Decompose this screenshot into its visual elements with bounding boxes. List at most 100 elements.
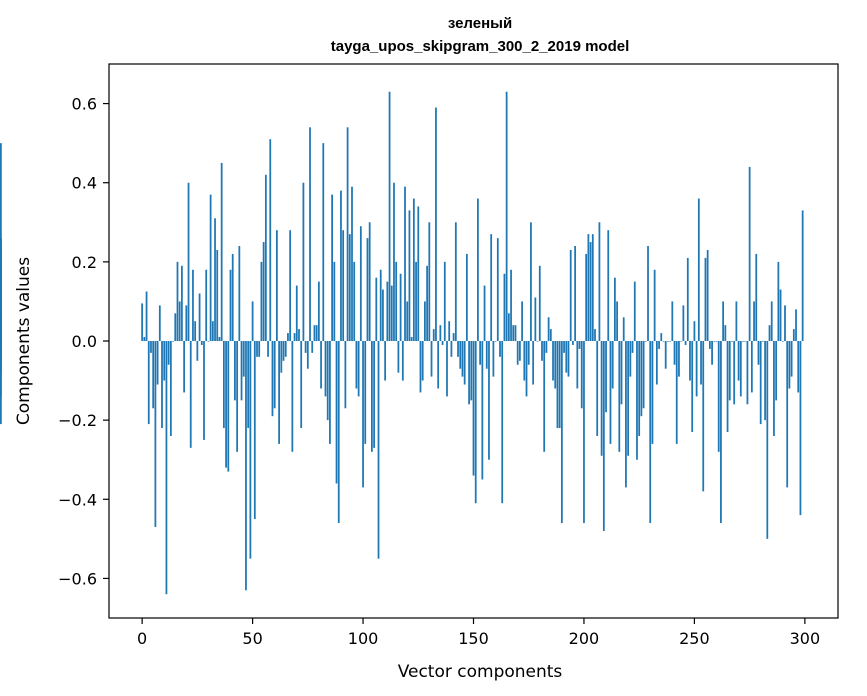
bar-58: [269, 139, 272, 341]
bar-177: [532, 341, 535, 385]
bar-90: [340, 190, 342, 341]
bar-154: [481, 341, 484, 480]
bar-103: [368, 222, 371, 341]
bar-239: [669, 341, 671, 342]
x-tick-label: 100: [348, 629, 379, 648]
bar-251: [695, 341, 698, 397]
bar-78: [313, 325, 316, 341]
bar-164: [503, 273, 506, 341]
bar-175: [527, 341, 530, 365]
bar-261: [717, 341, 720, 452]
bar-152: [477, 198, 479, 341]
bar-68: [291, 341, 294, 452]
bar-186: [552, 341, 554, 381]
bar-189: [558, 341, 561, 429]
bar-191: [563, 341, 565, 353]
bar-171: [519, 341, 521, 361]
bar-50: [251, 301, 254, 341]
bar-121: [408, 210, 411, 341]
bar-176: [530, 222, 532, 341]
bar-132: [432, 329, 435, 341]
bar-35: [218, 337, 221, 341]
bar-101: [364, 341, 367, 444]
bar-295: [792, 329, 795, 341]
bar-292: [786, 341, 789, 488]
bar-142: [454, 222, 457, 341]
bar-129: [426, 265, 428, 341]
bar-237: [664, 341, 667, 369]
bar-280: [759, 341, 762, 425]
bar-193: [567, 341, 570, 377]
bar-243: [678, 341, 680, 377]
bar-168: [512, 325, 515, 341]
bar-134: [437, 341, 440, 389]
bar-64: [282, 341, 285, 361]
bar-13: [169, 341, 172, 436]
bar-140: [450, 341, 453, 357]
bar-287: [775, 341, 778, 401]
bar-274: [746, 341, 749, 405]
bar-87: [333, 261, 336, 341]
bar-166: [507, 313, 510, 341]
bar-6: [154, 341, 157, 527]
bar-undefined: [0, 261, 2, 341]
bar-44: [238, 246, 241, 341]
bar-276: [750, 341, 753, 393]
bar-37: [222, 341, 225, 429]
bar-59: [271, 341, 274, 417]
bar-284: [768, 325, 771, 341]
bar-107: [377, 341, 380, 559]
bar-227: [642, 341, 645, 409]
bar-240: [671, 301, 674, 341]
bar-46: [242, 341, 245, 377]
bar-169: [514, 325, 517, 341]
bar-248: [689, 341, 691, 381]
bar-93: [346, 127, 349, 341]
bar-185: [549, 329, 552, 341]
bar-297: [797, 341, 800, 393]
bar-269: [735, 301, 738, 341]
bar-124: [415, 261, 417, 341]
y-axis-ticks: −0.6 −0.4 −0.2 0.0 0.2 0.4 0.6: [58, 95, 109, 588]
bar-111: [386, 281, 389, 341]
bar-165: [505, 91, 508, 341]
bar-102: [366, 238, 369, 341]
y-tick-label: −0.6: [58, 569, 97, 588]
bar-53: [258, 341, 261, 357]
bar-200: [583, 341, 585, 524]
bar-43: [236, 341, 239, 452]
bar-81: [320, 341, 322, 389]
bar-42: [234, 341, 236, 401]
bar-10: [163, 341, 166, 381]
bar-139: [448, 321, 451, 341]
bar-77: [311, 341, 314, 353]
bar-96: [353, 261, 356, 341]
bar-91: [342, 230, 345, 341]
bar-29: [205, 269, 208, 341]
bar-130: [428, 222, 431, 341]
bar-23: [192, 269, 194, 341]
bar-54: [260, 261, 263, 341]
bar-7: [156, 341, 159, 385]
y-axis-label: Components values: [14, 257, 34, 425]
bar-67: [289, 230, 292, 341]
bar-170: [516, 341, 519, 365]
bar-62: [278, 341, 280, 444]
bar-51: [253, 341, 256, 520]
bar-119: [404, 186, 406, 341]
bar-72: [300, 341, 303, 429]
bar-157: [488, 341, 490, 460]
bar-236: [662, 341, 665, 342]
bar-86: [331, 194, 333, 341]
bar-293: [788, 341, 791, 389]
bar-71: [298, 329, 300, 341]
bar-156: [485, 341, 488, 369]
bar-40: [229, 269, 232, 341]
bar-233: [655, 341, 658, 385]
bar-181: [541, 341, 543, 361]
bar-145: [461, 341, 464, 377]
bar-245: [682, 305, 685, 341]
bar-272: [742, 341, 744, 342]
bar-80: [317, 281, 320, 341]
bar-104: [371, 341, 373, 452]
